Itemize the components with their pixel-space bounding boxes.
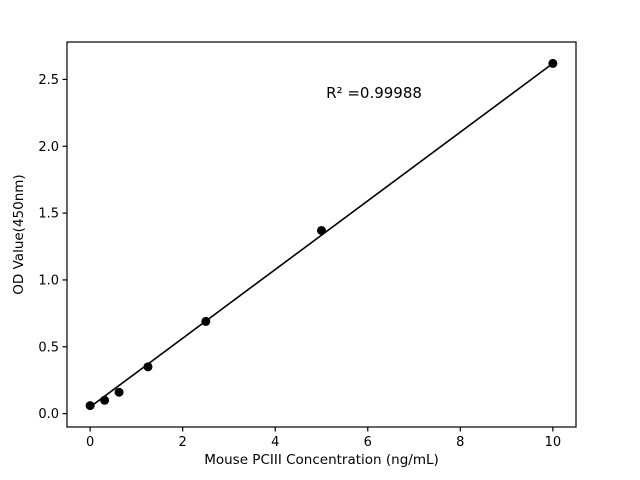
data-point [201,316,211,326]
y-axis-label: OD Value(450nm) [11,174,27,294]
x-tick-label: 4 [271,435,279,450]
y-tick-label: 1.5 [38,207,59,222]
y-tick-label: 0.5 [38,340,59,355]
fit-line [89,62,554,408]
x-tick-label: 6 [364,435,372,450]
data-point [100,395,110,405]
x-axis-label: Mouse PCIII Concentration (ng/mL) [204,452,439,468]
y-tick-label: 2.0 [38,140,59,155]
plot-frame [66,41,577,428]
y-tick-label: 2.5 [38,73,59,88]
x-tick-label: 0 [86,435,94,450]
data-point [143,362,153,372]
data-point [548,58,558,68]
y-tick-label: 1.0 [38,273,59,288]
x-tick-label: 10 [545,435,562,450]
x-tick-label: 2 [179,435,187,450]
data-point [114,387,124,397]
x-tick-label: 8 [456,435,464,450]
data-point [317,225,326,235]
data-point [85,401,95,411]
r-squared-annotation: R² =0.99988 [326,84,422,102]
y-tick-label: 0.0 [38,407,59,422]
